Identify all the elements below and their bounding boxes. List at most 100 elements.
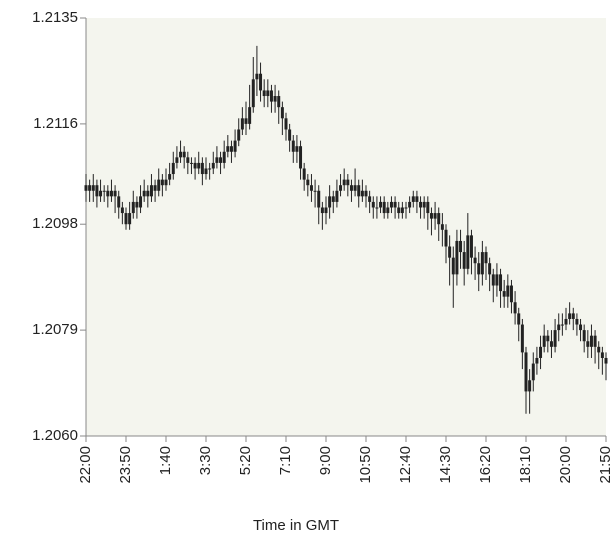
candle-body [393, 201, 397, 208]
candle-body [146, 190, 150, 197]
candle-body [513, 302, 517, 314]
candle-body [597, 346, 601, 353]
candle-body [433, 213, 437, 219]
candle-body [273, 96, 277, 102]
y-tick-label: 1.2098 [32, 215, 78, 232]
candle-body [222, 151, 226, 163]
candle-body [509, 285, 513, 303]
candle-body [426, 201, 430, 214]
candle-body [179, 151, 183, 158]
candle-body [197, 162, 201, 169]
candle-body [313, 190, 317, 192]
candle-body [317, 190, 321, 208]
candle-body [339, 185, 343, 191]
candle-body [302, 168, 306, 180]
x-tick-label: 20:00 [557, 446, 574, 484]
candle-body [128, 213, 132, 225]
candle-body [539, 346, 543, 358]
candle-body [419, 201, 423, 208]
candle-body [455, 240, 459, 275]
x-tick-label: 7:10 [277, 446, 294, 475]
candle-body [411, 196, 415, 202]
candle-body [237, 129, 241, 141]
candle-body [462, 252, 466, 269]
candle-body [193, 162, 197, 169]
candle-body [142, 190, 146, 197]
candle-body [215, 157, 219, 163]
candle-body [404, 207, 408, 209]
candle-body [168, 174, 172, 180]
candle-body [491, 274, 495, 286]
y-tick-label: 1.2116 [33, 115, 78, 132]
x-tick-label: 3:30 [197, 446, 214, 475]
candle-body [157, 179, 161, 191]
candle-body [120, 207, 124, 214]
candle-body [364, 190, 368, 197]
x-tick-label: 14:30 [437, 446, 454, 484]
candle-body [306, 179, 310, 186]
candle-body [106, 190, 110, 197]
candle-body [320, 207, 324, 214]
candle-body [160, 179, 164, 186]
candle-body [542, 335, 546, 347]
candle-body [408, 201, 412, 208]
x-axis-title: Time in GMT [253, 517, 339, 534]
candle-body [564, 318, 568, 325]
candle-body [422, 201, 426, 208]
candle-body [448, 246, 452, 258]
candle-body [451, 257, 455, 275]
candle-body [459, 240, 463, 253]
candle-body [528, 380, 532, 392]
candle-body [568, 313, 572, 319]
candle-body [208, 168, 212, 170]
candle-body [204, 168, 208, 175]
candle-body [189, 162, 193, 164]
candle-body [219, 157, 223, 163]
candle-body [582, 330, 586, 342]
candle-body [295, 146, 299, 152]
candle-body [469, 235, 473, 258]
candle-body [182, 151, 186, 158]
candle-body [233, 140, 237, 152]
candle-body [440, 224, 444, 230]
candle-body [531, 363, 535, 381]
candle-body [109, 190, 113, 197]
candle-body [349, 185, 353, 191]
candle-body [342, 179, 346, 186]
candle-body [353, 185, 357, 191]
candle-body [175, 157, 179, 163]
candle-body [520, 324, 524, 353]
candle-body [139, 196, 143, 208]
candle-body [506, 285, 510, 297]
candle-body [480, 252, 484, 275]
candle-body [255, 73, 259, 80]
y-tick-label: 1.2060 [32, 427, 78, 444]
candle-body [269, 90, 273, 102]
candle-body [368, 196, 372, 202]
plot-area [86, 18, 606, 436]
candle-body [589, 335, 593, 347]
candle-body [600, 352, 604, 358]
candle-body [495, 274, 499, 286]
candle-body [400, 207, 404, 214]
x-tick-label: 1:40 [157, 446, 174, 475]
candle-body [244, 118, 248, 124]
candle-body [153, 185, 157, 191]
candle-body [571, 313, 575, 319]
candle-body [575, 318, 579, 325]
candle-body [309, 185, 313, 191]
candle-body [259, 73, 263, 91]
candle-body [186, 157, 190, 163]
candle-body [284, 118, 288, 130]
candle-body [328, 196, 332, 208]
candle-body [549, 341, 553, 347]
candle-body [397, 207, 401, 214]
candle-body [124, 213, 128, 225]
candle-body [91, 185, 95, 191]
candle-body [444, 229, 448, 247]
candle-body [517, 313, 521, 325]
x-tick-label: 16:20 [477, 446, 494, 484]
candle-body [386, 207, 390, 214]
candle-body [593, 335, 597, 347]
